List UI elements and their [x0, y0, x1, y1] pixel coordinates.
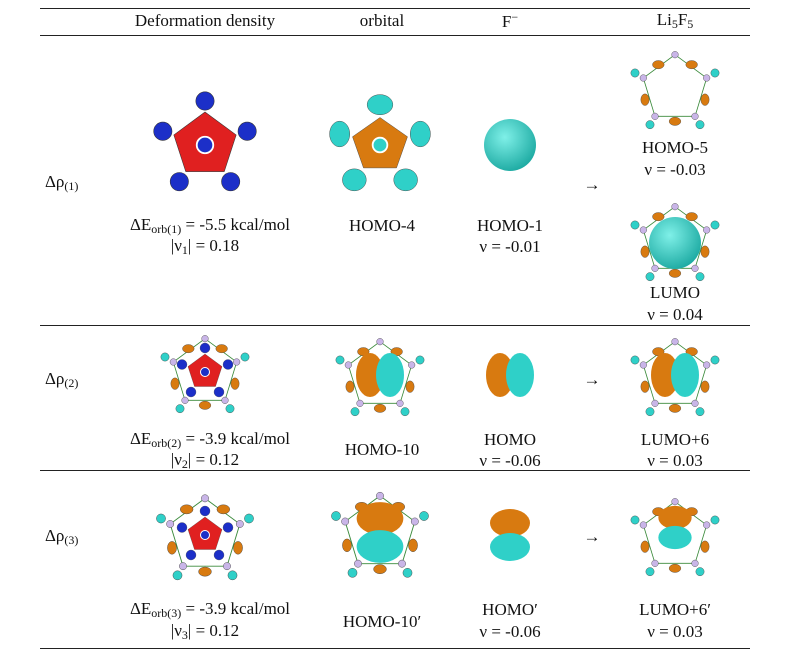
nu: ν = 0.03 [647, 622, 703, 641]
orbital-picture [325, 90, 435, 200]
text: |ν [170, 450, 182, 469]
text: orb(1) [151, 222, 182, 236]
orbital-picture [325, 325, 435, 425]
orbital-picture [645, 213, 705, 273]
row-label: Δρ(3) [45, 526, 78, 548]
rule [40, 35, 750, 36]
text: ΔE [129, 215, 152, 234]
rule [40, 470, 750, 471]
energy: ΔEorb(2) = -3.9 kcal/mol [130, 429, 290, 451]
arrow: → [583, 527, 601, 546]
orbital-picture [620, 485, 730, 585]
text: |ν [170, 236, 182, 255]
density-picture [150, 480, 260, 590]
nu: |ν2| = 0.12 [171, 450, 239, 472]
text: 5 [687, 17, 694, 31]
text: | = 0.12 [187, 621, 240, 640]
rule [40, 648, 750, 649]
nu: ν = -0.06 [479, 622, 541, 641]
orbital-picture [325, 475, 435, 590]
orbital-picture [480, 115, 540, 175]
text: (1) [64, 179, 79, 193]
text: F [501, 12, 512, 31]
nu: ν = -0.06 [479, 451, 541, 470]
text: (3) [64, 533, 79, 547]
density-picture [150, 90, 260, 200]
text: | = 0.18 [187, 236, 240, 255]
text: Δρ [45, 526, 65, 545]
energy: ΔEorb(1) = -5.5 kcal/mol [130, 215, 290, 237]
orbital-picture [480, 345, 540, 405]
orbital-name: LUMO+6′ [639, 600, 711, 619]
text: ΔE [129, 429, 152, 448]
text: | = 0.12 [187, 450, 240, 469]
text: (2) [64, 376, 79, 390]
nu: |ν3| = 0.12 [171, 621, 239, 643]
text: Li [656, 10, 672, 29]
orbital-name: HOMO-4 [348, 216, 416, 235]
orbital-picture [480, 500, 540, 570]
column-header: Deformation density [134, 11, 276, 30]
orbital-name: HOMO-10 [344, 440, 420, 459]
column-header: F− [502, 10, 518, 32]
nu: ν = -0.01 [479, 237, 541, 256]
density-picture [150, 322, 260, 422]
nu: |ν1| = 0.18 [171, 236, 239, 258]
text: = -3.9 kcal/mol [185, 429, 291, 448]
nu: ν = 0.04 [647, 305, 703, 324]
orbital-name: HOMO-5 [641, 138, 709, 157]
orbital-name: HOMO-1 [476, 216, 544, 235]
orbital-name: HOMO-10′ [342, 612, 422, 631]
text: 3 [181, 628, 188, 642]
text: orb(2) [151, 436, 182, 450]
row-label: Δρ(1) [45, 172, 78, 194]
orbital-name: HOMO [484, 430, 536, 449]
text: ΔE [129, 599, 152, 618]
orbital-picture [620, 325, 730, 425]
orbital-picture [620, 38, 730, 138]
arrow: → [583, 175, 601, 194]
column-header: Li5F5 [657, 10, 694, 32]
text: 5 [671, 17, 678, 31]
text: Δρ [45, 172, 65, 191]
column-header: orbital [359, 11, 405, 30]
nu: ν = 0.03 [647, 451, 703, 470]
text: = -5.5 kcal/mol [185, 215, 291, 234]
text: |ν [170, 621, 182, 640]
text: Δρ [45, 369, 65, 388]
orbital-name: LUMO+6 [640, 430, 710, 449]
rule [40, 8, 750, 9]
text: 2 [181, 457, 188, 471]
text: orb(3) [151, 606, 182, 620]
text: F [677, 10, 688, 29]
text: − [511, 10, 519, 24]
orbital-name: LUMO [649, 283, 701, 302]
rule [40, 325, 750, 326]
text: 1 [181, 243, 188, 257]
energy: ΔEorb(3) = -3.9 kcal/mol [130, 599, 290, 621]
arrow: → [583, 370, 601, 389]
text: = -3.9 kcal/mol [185, 599, 291, 618]
row-label: Δρ(2) [45, 369, 78, 391]
nu: ν = -0.03 [644, 160, 706, 179]
orbital-name: HOMO′ [482, 600, 538, 619]
